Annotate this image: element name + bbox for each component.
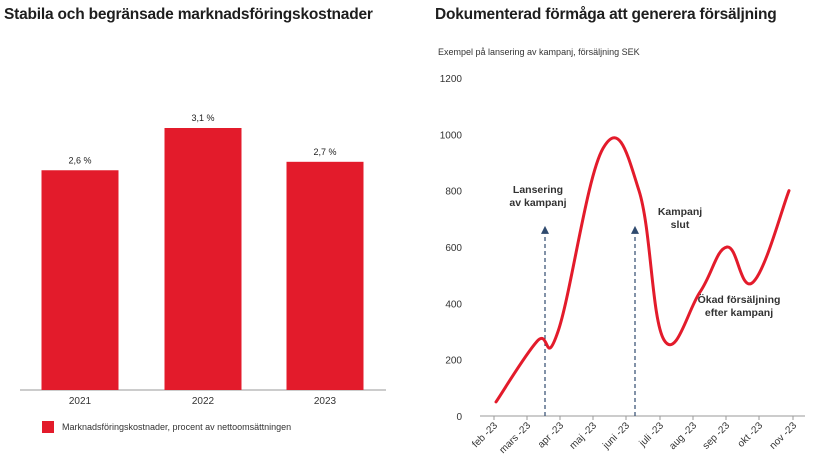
annotation-arrowhead-1 [631,225,639,234]
legend-swatch [42,421,54,433]
bar-chart-legend: Marknadsföringskostnader, procent av net… [42,421,291,433]
annotation-text-0-1: av kampanj [509,197,566,209]
data-label-2023: 2,7 % [313,147,336,157]
bar-2022 [164,128,242,390]
x-tick-2022: 2022 [192,396,215,407]
bar-2021 [41,170,119,390]
x-tick-2023: 2023 [314,396,337,407]
data-label-2022: 3,1 % [191,113,214,123]
annotation-text-1-0: Kampanj [658,206,702,218]
y-tick-400: 400 [445,299,462,310]
bar-chart-title: Stabila och begränsade marknadsföringsko… [4,6,373,23]
x-tick-7: sep -23 [701,420,733,452]
legend-label: Marknadsföringskostnader, procent av net… [62,422,292,432]
y-tick-800: 800 [445,187,462,198]
y-tick-600: 600 [445,243,462,254]
x-tick-9: nov -23 [768,420,800,452]
x-tick-2021: 2021 [69,396,92,407]
sales-line [494,136,791,404]
x-tick-6: aug -23 [667,420,699,452]
annotation-text-0-0: Lansering [513,184,563,196]
bar-2023 [286,161,364,390]
x-tick-2: apr -23 [536,420,566,450]
annotation-text-2-1: efter kampanj [705,307,773,319]
line-chart-title: Dokumenterad förmåga att generera försäl… [435,6,777,23]
y-tick-200: 200 [445,356,462,367]
data-label-2021: 2,6 % [68,155,91,165]
line-chart-subtitle: Exempel på lansering av kampanj, försälj… [438,47,640,57]
y-tick-0: 0 [456,412,462,423]
annotation-arrowhead-0 [541,225,549,234]
x-tick-3: maj -23 [568,420,600,452]
y-tick-1200: 1200 [440,74,463,85]
x-tick-5: juli -23 [637,420,667,450]
annotation-text-2-0: Ökad försäljning [698,293,781,306]
x-tick-8: okt -23 [736,420,766,450]
x-tick-0: feb -23 [470,420,500,450]
x-tick-1: mars -23 [497,420,533,456]
y-tick-1000: 1000 [440,130,463,141]
x-tick-4: juni -23 [600,420,632,452]
annotation-text-1-1: slut [671,219,690,231]
